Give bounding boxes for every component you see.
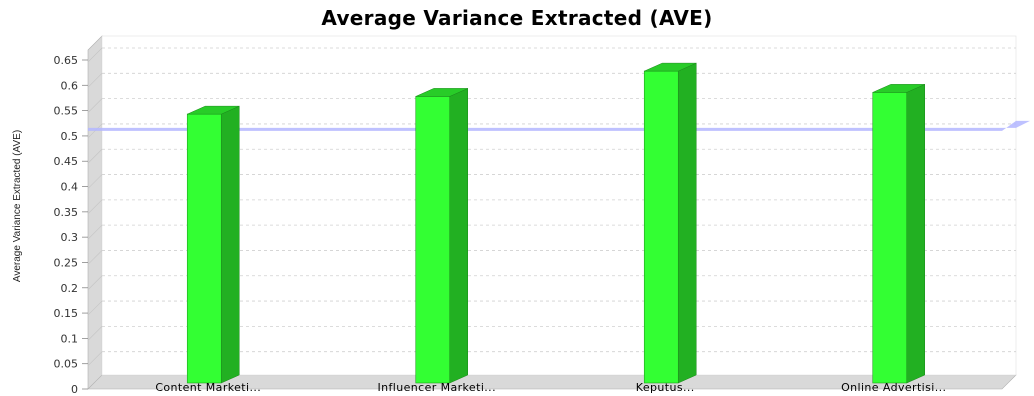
x-category-label: Content Marketi... [155, 381, 261, 394]
wall-grid-line [87, 149, 103, 164]
y-tick-label: 0.25 [54, 256, 79, 269]
y-tick-label: 0.3 [61, 231, 79, 244]
left-wall [87, 35, 103, 390]
bar-side [449, 88, 468, 384]
reference-band [88, 120, 1030, 131]
wall-grid-line [87, 174, 103, 189]
bars [186, 62, 925, 384]
y-tick-label: 0.1 [61, 332, 79, 345]
y-tick-label: 0.65 [54, 54, 79, 67]
chart-walls [87, 35, 1017, 390]
bar-3 [643, 62, 697, 384]
wall-grid-line [87, 300, 103, 316]
y-tick-label: 0.05 [54, 358, 79, 371]
grid-lines [87, 47, 1016, 366]
wall-grid-line [87, 199, 103, 215]
y-tick-label: 0.2 [61, 282, 79, 295]
bar-side [221, 105, 240, 384]
wall-grid-line [87, 224, 103, 240]
y-axis-ticks: 0 0.05 0.1 0.15 0.2 0.25 0.3 0.35 0.4 0.45 0.5 0.55… [54, 54, 88, 396]
bar-4 [872, 83, 925, 384]
bar-2 [415, 88, 468, 384]
bar-front [643, 70, 679, 384]
wall-grid-line [87, 98, 103, 113]
wall-grid-line [87, 73, 103, 88]
bar-top [415, 88, 468, 97]
wall-grid-line [87, 351, 103, 366]
y-tick-label: 0 [71, 383, 78, 396]
wall-grid-line [87, 47, 103, 63]
wall-grid-line [87, 275, 103, 290]
bar-side [906, 83, 925, 384]
wall-grid-line [87, 250, 103, 265]
bar-front [872, 92, 908, 384]
back-wall [101, 35, 1017, 376]
bar-top [644, 62, 697, 72]
y-tick-label: 0.15 [54, 307, 79, 320]
reference-line-0-5 [88, 120, 1030, 131]
bar-side [678, 62, 697, 384]
x-category-label: Influencer Marketi... [378, 381, 496, 394]
x-category-label: Keputus... [636, 381, 695, 394]
bar-front [186, 113, 222, 384]
wall-grid-line [87, 326, 103, 341]
bar-top [872, 84, 925, 93]
chart-title: Average Variance Extracted (AVE) [321, 6, 713, 30]
y-tick-label: 0.5 [61, 130, 79, 143]
bar-top [187, 105, 240, 115]
y-tick-label: 0.4 [61, 181, 79, 194]
x-category-label: Online Advertisi... [841, 381, 946, 394]
bar-front [415, 96, 451, 384]
x-axis-labels: Content Marketi... Influencer Marketi... K… [155, 381, 946, 394]
y-tick-label: 0.55 [54, 105, 79, 118]
y-tick-label: 0.6 [61, 79, 79, 92]
y-tick-label: 0.45 [54, 155, 79, 168]
bar-1 [186, 105, 240, 384]
y-tick-label: 0.35 [54, 206, 79, 219]
y-axis-label: Average Variance Extracted (AVE) [12, 130, 23, 282]
